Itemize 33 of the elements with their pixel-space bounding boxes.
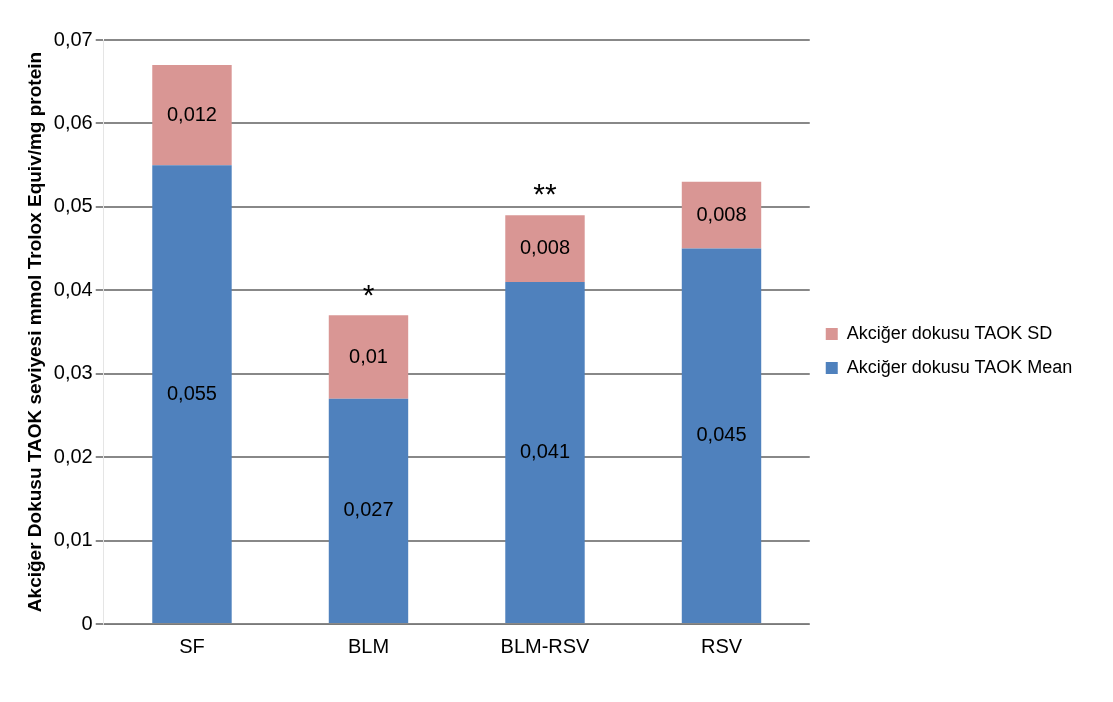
data-label: 0,045 [696, 423, 747, 446]
data-label: 0,008 [519, 236, 571, 259]
bar [681, 181, 762, 249]
y-tick-label: 0,05 [53, 194, 93, 217]
bar [505, 281, 585, 623]
bar [152, 165, 232, 623]
x-tick-label: RSV [700, 634, 743, 657]
y-tick-label: 0,03 [53, 361, 93, 384]
data-label: 0,027 [343, 498, 394, 521]
y-tick-label: 0,04 [53, 277, 93, 300]
data-label: 0,008 [696, 202, 747, 225]
data-label: 0,01 [349, 344, 388, 367]
data-label: 0,012 [166, 102, 218, 125]
bar [328, 398, 409, 623]
bar [328, 315, 409, 399]
data-label: 0,041 [519, 439, 571, 462]
x-tick-label: BLM-RSV [500, 634, 591, 657]
bar [152, 65, 232, 166]
annotation: ** [533, 177, 557, 211]
y-axis-title: Akciğer Dokusu TAOK seviyesi mmol Trolox Equiv/mg protein [23, 51, 45, 613]
x-tick-label: BLM [347, 634, 390, 657]
legend-label: Akciğer dokusu TAOK Mean [846, 356, 1073, 377]
data-label: 0,055 [166, 381, 218, 404]
y-tick-label: 0,06 [53, 110, 93, 133]
y-tick-label: 0,07 [53, 27, 93, 50]
y-tick-label: 0,01 [53, 528, 93, 551]
bar [681, 248, 762, 623]
bar [505, 215, 585, 282]
y-tick-label: 0,02 [53, 444, 93, 467]
y-tick-label: 0 [81, 611, 93, 634]
legend-label: Akciğer dokusu TAOK SD [846, 322, 1053, 343]
x-tick-label: SF [179, 634, 205, 657]
annotation: * [362, 277, 375, 311]
